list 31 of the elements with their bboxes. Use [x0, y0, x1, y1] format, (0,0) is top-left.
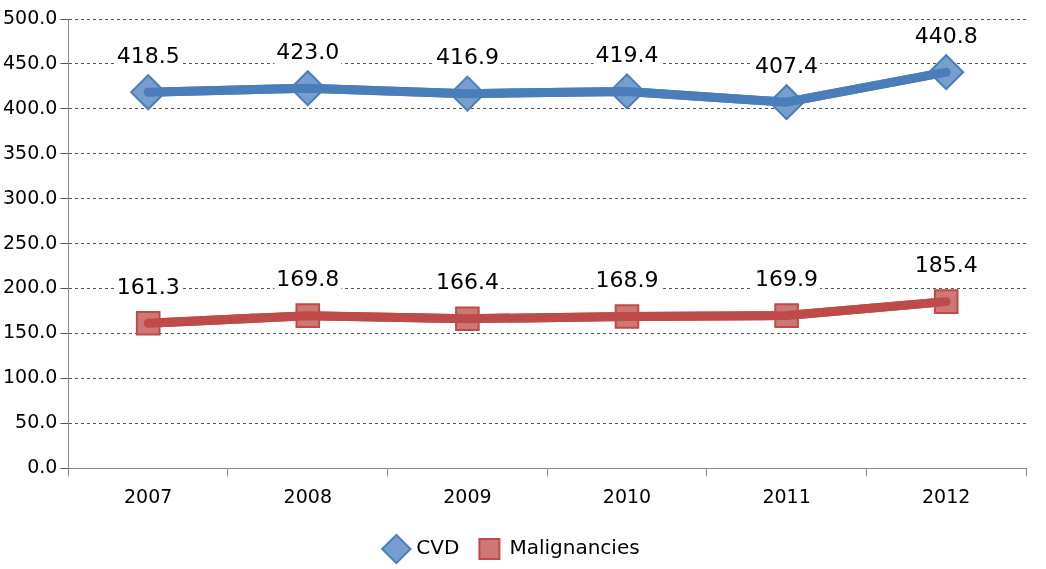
x-tick-label: 2011: [762, 484, 811, 507]
data-label: 423.0: [276, 38, 340, 64]
x-tick-label: 2012: [922, 484, 971, 507]
data-label: 440.8: [914, 22, 978, 48]
y-tick-label: 450.0: [2, 50, 58, 73]
data-label: 161.3: [116, 274, 180, 300]
data-label: 418.5: [116, 42, 180, 68]
y-tick-label: 400.0: [2, 95, 58, 118]
data-label: 185.4: [914, 252, 978, 278]
y-tick-label: 100.0: [2, 365, 58, 388]
y-tick-label: 200.0: [2, 275, 58, 298]
data-label: 166.4: [435, 269, 499, 295]
data-label: 416.9: [435, 44, 499, 70]
data-label: 168.9: [595, 267, 659, 293]
data-label: 169.8: [276, 266, 340, 292]
legend-label: CVD: [416, 535, 460, 560]
y-tick-label: 500.0: [2, 5, 58, 28]
y-tick-label: 300.0: [2, 185, 58, 208]
data-label: 407.4: [755, 52, 819, 78]
x-tick-label: 2007: [124, 484, 173, 507]
y-tick-label: 350.0: [2, 140, 58, 163]
x-tick-label: 2010: [602, 484, 652, 507]
legend-label: Malignancies: [509, 535, 640, 560]
data-label: 169.9: [755, 266, 819, 292]
x-tick-label: 2008: [283, 484, 332, 507]
y-tick-label: 0.0: [27, 455, 58, 478]
y-tick-label: 150.0: [2, 320, 58, 343]
y-tick-label: 250.0: [2, 230, 58, 253]
x-tick-label: 2009: [443, 484, 492, 507]
data-label: 419.4: [595, 42, 659, 68]
y-tick-label: 50.0: [15, 410, 58, 433]
